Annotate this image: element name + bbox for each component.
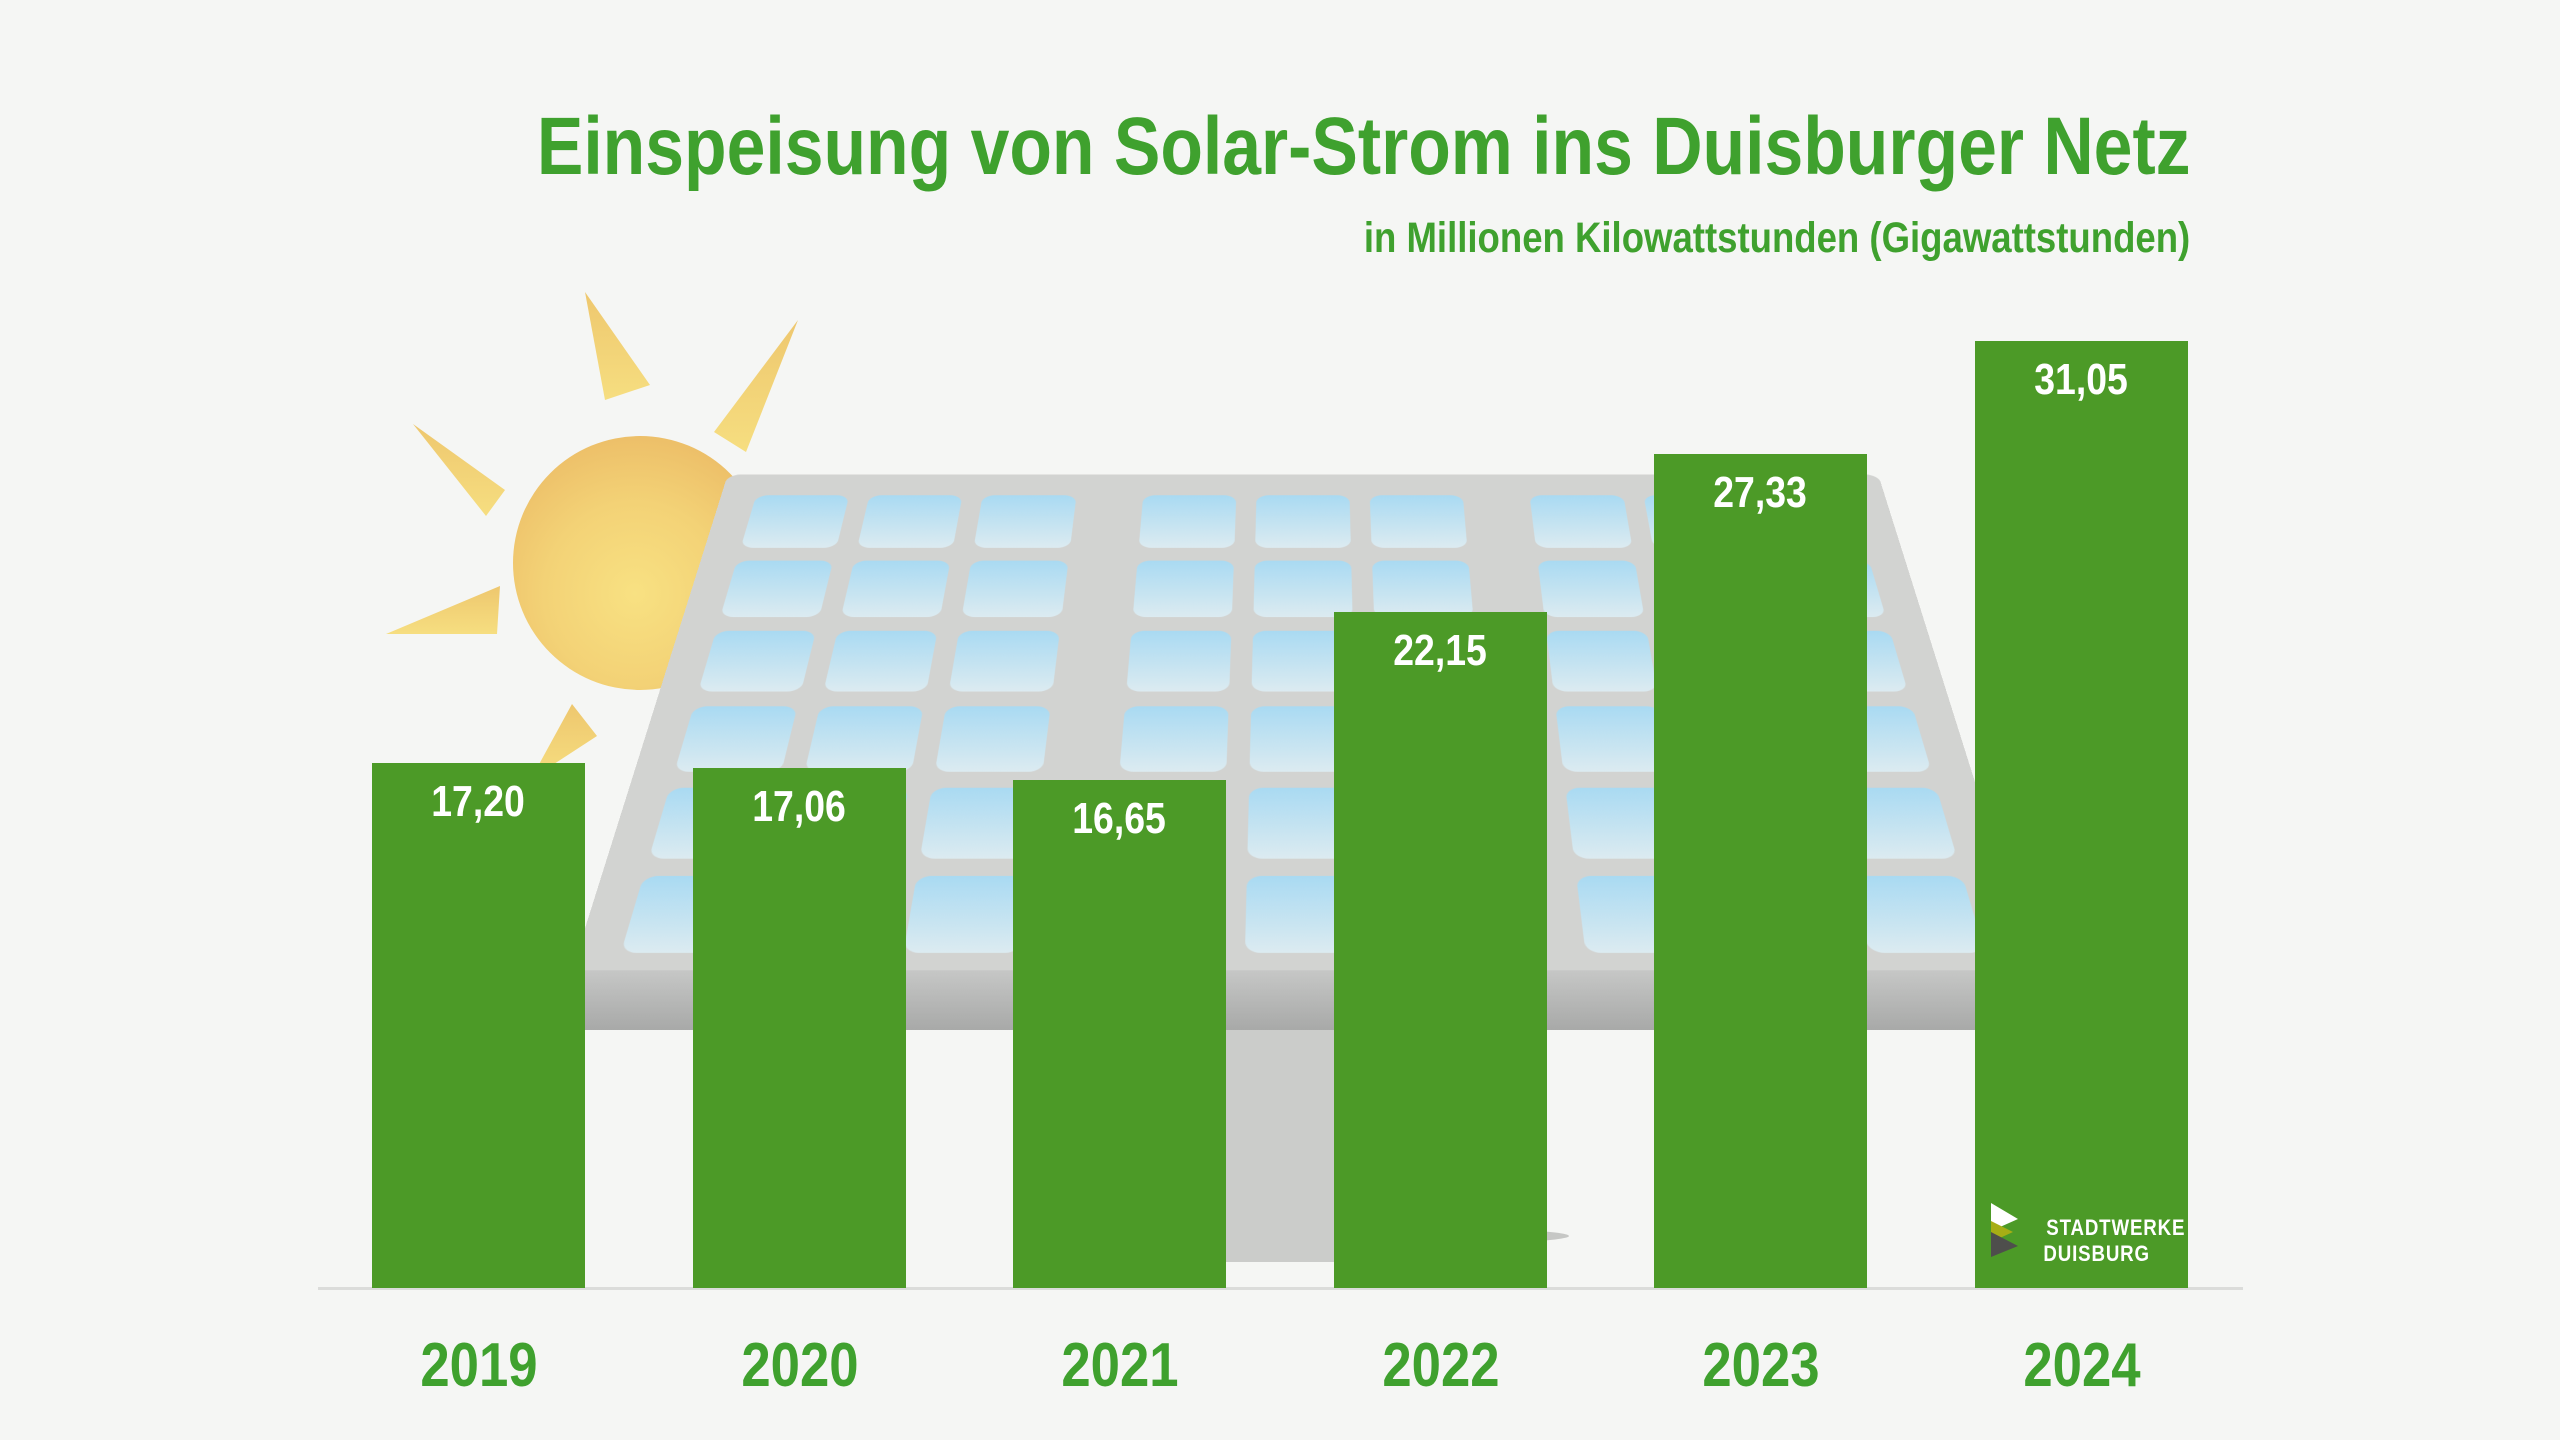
- bar-value-label: 17,06: [752, 782, 847, 831]
- stadtwerke-triangles-icon: [1991, 1203, 2018, 1257]
- bar-2023: 27,33: [1654, 454, 1867, 1288]
- bar-2024: 31,05: [1975, 341, 2188, 1288]
- stadtwerke-duisburg-logo: STADTWERKE DUISBURG: [1991, 1203, 2198, 1265]
- logo-line-stadtwerke: STADTWERKE: [2046, 1215, 2186, 1240]
- page-title: Einspeisung von Solar-Strom ins Duisburg…: [245, 101, 2190, 192]
- bar-value-label: 16,65: [1072, 794, 1167, 843]
- x-axis-label-2024: 2024: [2022, 1331, 2141, 1400]
- x-axis-label-2019: 2019: [419, 1331, 538, 1400]
- bar-value-label: 31,05: [2034, 355, 2129, 404]
- x-axis-label-2023: 2023: [1701, 1331, 1820, 1400]
- bar-value-label: 22,15: [1393, 626, 1488, 675]
- bar-2020: 17,06: [693, 768, 906, 1288]
- panel-leg: [1198, 1030, 1362, 1262]
- page-title-text: Einspeisung von Solar-Strom ins Duisburg…: [536, 101, 2190, 192]
- page-subtitle: in Millionen Kilowattstunden (Gigawattst…: [1218, 214, 2190, 263]
- bar-value-label: 27,33: [1713, 468, 1808, 517]
- x-axis-baseline: [318, 1287, 2243, 1290]
- x-axis-label-2022: 2022: [1381, 1331, 1500, 1400]
- bar-2019: 17,20: [372, 763, 585, 1288]
- bar-value-label: 17,20: [431, 777, 526, 826]
- bar-2021: 16,65: [1013, 780, 1226, 1288]
- bar-2022: 22,15: [1334, 612, 1547, 1288]
- x-axis-label-2020: 2020: [740, 1331, 859, 1400]
- logo-wordmark: STADTWERKE DUISBURG: [2034, 1203, 2198, 1265]
- x-axis-label-2021: 2021: [1060, 1331, 1179, 1400]
- page-subtitle-text: in Millionen Kilowattstunden (Gigawattst…: [1363, 214, 2190, 262]
- sun-rays: [386, 292, 798, 779]
- logo-line-duisburg: DUISBURG: [2043, 1241, 2150, 1266]
